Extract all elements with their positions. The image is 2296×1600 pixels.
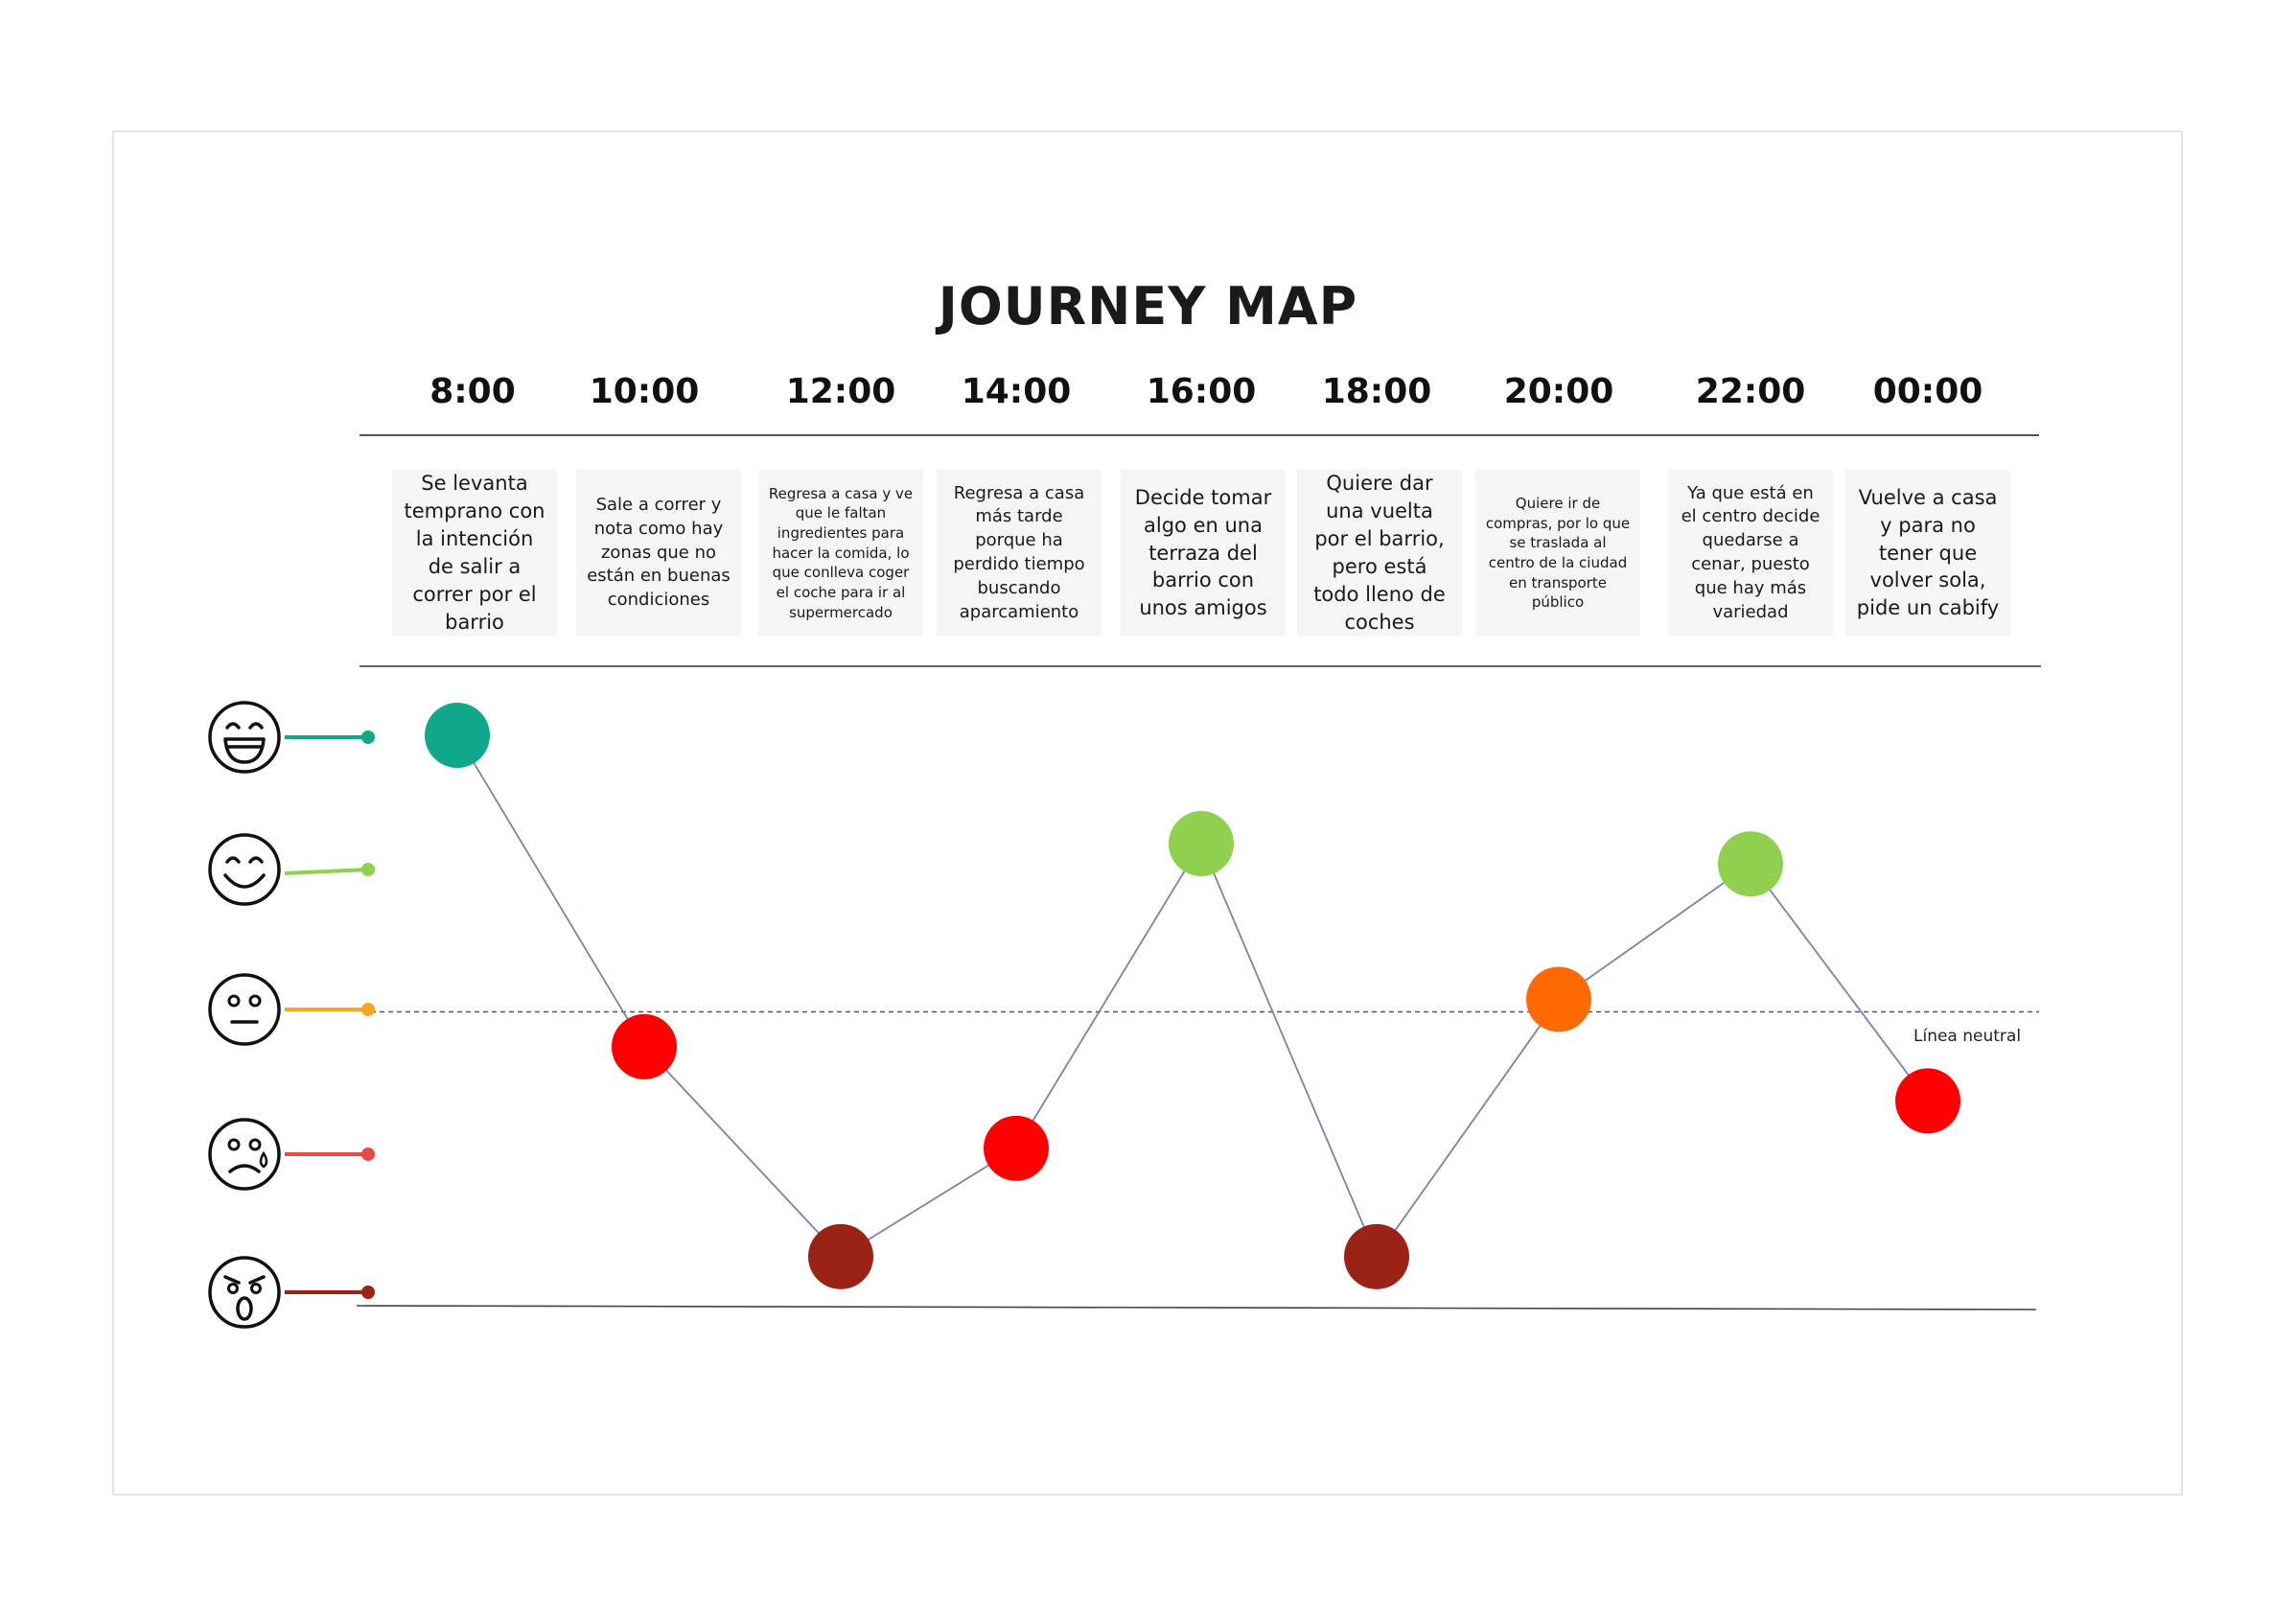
chart-baseline xyxy=(356,1305,2037,1310)
time-label: 12:00 xyxy=(785,372,896,411)
sticky-note: Ya que está en el centro decide quedarse… xyxy=(1668,470,1833,637)
journey-map-board xyxy=(112,130,2183,1496)
emotion-level-dot xyxy=(361,730,375,744)
neutral-line-label: Línea neutral xyxy=(1913,1027,2022,1046)
sticky-note: Regresa a casa más tarde porque ha perdi… xyxy=(937,470,1102,637)
neutral-face-icon xyxy=(208,973,281,1046)
journey-point xyxy=(1718,831,1783,897)
laughing-face-icon xyxy=(208,701,281,774)
journey-point xyxy=(1169,811,1234,876)
emotion-level-dot xyxy=(361,1003,375,1016)
emotion-level-dot xyxy=(361,1286,375,1299)
sticky-note: Vuelve a casa y para no tener que volver… xyxy=(1845,470,2010,637)
time-label: 22:00 xyxy=(1695,372,1806,411)
page-title: JOURNEY MAP xyxy=(938,276,1358,336)
sticky-note: Regresa a casa y ve que le faltan ingred… xyxy=(758,470,923,637)
journey-point xyxy=(612,1013,677,1079)
time-label: 18:00 xyxy=(1321,372,1432,411)
journey-point xyxy=(1344,1223,1409,1289)
header-divider xyxy=(359,434,2039,436)
time-label: 8:00 xyxy=(429,372,516,411)
journey-point xyxy=(984,1115,1049,1181)
time-label: 16:00 xyxy=(1146,372,1257,411)
sticky-note: Se levanta temprano con la intención de … xyxy=(392,470,557,637)
journey-point xyxy=(425,703,490,768)
time-label: 20:00 xyxy=(1503,372,1614,411)
emotion-level-dot xyxy=(361,863,375,876)
journey-point xyxy=(1895,1068,1960,1134)
smiling-face-icon xyxy=(208,833,281,906)
time-label: 14:00 xyxy=(961,372,1072,411)
emotion-connector xyxy=(284,868,369,875)
time-label: 00:00 xyxy=(1872,372,1983,411)
journey-point xyxy=(1526,966,1591,1032)
sad-face-icon xyxy=(208,1118,281,1191)
journey-point xyxy=(808,1223,873,1289)
time-label: 10:00 xyxy=(589,372,700,411)
sticky-note: Quiere ir de compras, por lo que se tras… xyxy=(1475,470,1640,637)
sticky-note: Sale a correr y nota como hay zonas que … xyxy=(576,470,741,637)
sticky-note: Decide tomar algo en una terraza del bar… xyxy=(1121,470,1286,637)
emotion-level-dot xyxy=(361,1148,375,1161)
sticky-note: Quiere dar una vuelta por el barrio, per… xyxy=(1297,470,1462,637)
notes-divider xyxy=(359,665,2041,667)
angry-face-icon xyxy=(208,1256,281,1329)
